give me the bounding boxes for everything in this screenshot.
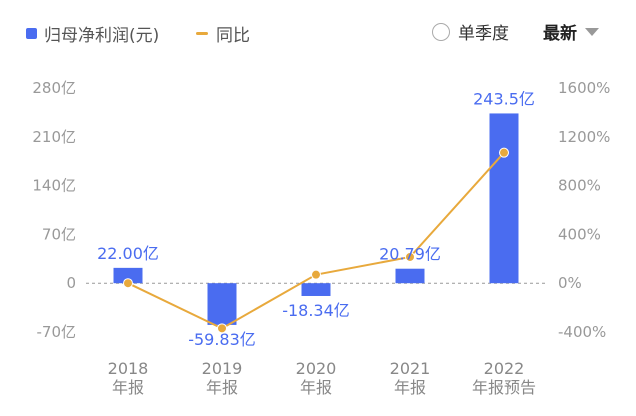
- profit-bar: [301, 283, 331, 296]
- bar-legend-swatch: [26, 28, 37, 39]
- y-left-tick-label: 70亿: [42, 225, 76, 243]
- yoy-point: [405, 251, 415, 262]
- radio-icon[interactable]: [432, 22, 450, 41]
- y-left-tick-label: 210亿: [32, 128, 76, 146]
- y-right-tick-label: 400%: [558, 225, 601, 243]
- x-category-type: 年报: [300, 378, 332, 397]
- legend-label-net-profit: 归母净利润(元): [44, 26, 160, 46]
- x-category-type: 年报: [394, 378, 426, 397]
- bar-data-label: 22.00亿: [97, 244, 159, 263]
- y-left-tick-label: -70亿: [37, 323, 77, 341]
- x-category-year: 2020: [296, 359, 337, 378]
- period-dropdown[interactable]: 最新: [543, 19, 599, 44]
- line-legend-swatch: [196, 32, 208, 35]
- legend-item-net-profit[interactable]: 归母净利润(元): [26, 21, 159, 46]
- legend-label-yoy: 同比: [216, 26, 250, 46]
- y-right-tick-label: 800%: [558, 177, 601, 195]
- y-right-tick-label: 1200%: [558, 128, 610, 146]
- y-left-tick-label: 0: [66, 274, 76, 292]
- period-dropdown-value: 最新: [543, 24, 577, 44]
- legend-item-yoy[interactable]: 同比: [196, 21, 250, 46]
- yoy-point: [311, 269, 321, 280]
- bar-data-label: 243.5亿: [473, 89, 535, 108]
- bar-data-label: 20.79亿: [379, 245, 441, 264]
- x-category-type: 年报: [112, 378, 144, 397]
- profit-chart: 280亿 210亿 140亿 70亿 0 -70亿 1600% 1200% 800% 400% 0%…: [32, 79, 610, 397]
- x-category-year: 2021: [390, 359, 431, 378]
- chart-header: 归母净利润(元) 同比 单季度 最新: [0, 0, 636, 60]
- profit-bar: [207, 283, 237, 325]
- profit-bar: [489, 113, 519, 284]
- quarter-toggle[interactable]: 单季度: [432, 19, 509, 44]
- x-category-type: 年报: [206, 378, 238, 397]
- yoy-point: [123, 278, 133, 289]
- y-right-tick-label: 0%: [558, 274, 582, 292]
- profit-bar: [395, 268, 425, 284]
- profit-bar: [113, 267, 143, 284]
- x-category-year: 2022: [484, 359, 525, 378]
- y-right-tick-label: -400%: [558, 323, 606, 341]
- quarter-toggle-label: 单季度: [458, 24, 509, 44]
- x-category-type: 年报预告: [472, 378, 536, 397]
- bar-data-label: -18.34亿: [282, 301, 350, 320]
- x-category-year: 2019: [202, 359, 243, 378]
- x-category-year: 2018: [108, 359, 149, 378]
- yoy-point: [499, 147, 509, 158]
- y-right-tick-label: 1600%: [558, 79, 610, 97]
- yoy-point: [217, 323, 227, 334]
- y-left-tick-label: 140亿: [32, 177, 76, 195]
- caret-down-icon: [585, 27, 599, 36]
- bar-data-label: -59.83亿: [188, 330, 256, 349]
- y-left-tick-label: 280亿: [32, 79, 76, 97]
